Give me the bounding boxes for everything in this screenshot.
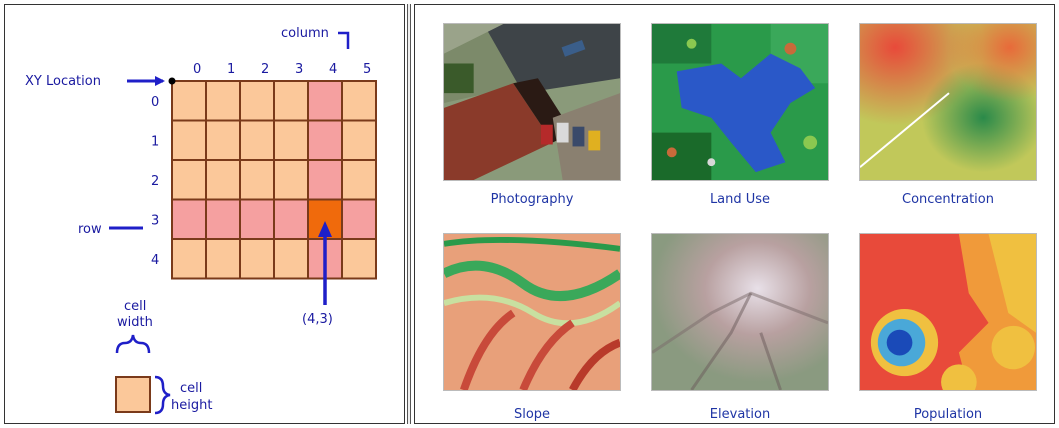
grid-cell [205, 80, 241, 122]
grid-cell [239, 198, 275, 240]
raster-grid-diagram-panel: column 0 1 2 3 4 5 XY Location 0 1 2 3 4 row (4,3… [4, 4, 405, 424]
grid-cell [239, 119, 275, 161]
cell-width-label-line1: cell [124, 299, 146, 314]
raster-examples-gallery: Photography Land Use [414, 4, 1055, 424]
cell-width-brace-icon [115, 334, 151, 354]
row-number: 3 [151, 213, 159, 228]
row-label: row [78, 222, 102, 237]
grid-cell [273, 159, 309, 201]
caption-elevation: Elevation [709, 407, 771, 422]
raster-grid [171, 80, 377, 280]
sample-cell [115, 376, 151, 413]
cell-width-label-line2: width [117, 315, 153, 330]
column-number: 2 [261, 62, 269, 77]
grid-cell [341, 119, 377, 161]
grid-cell [273, 119, 309, 161]
cell-height-label-line2: height [171, 398, 212, 413]
column-label: column [281, 26, 329, 41]
aerial-photo-thumbnail [443, 23, 621, 181]
caption-slope: Slope [513, 407, 551, 422]
grid-cell [171, 159, 207, 201]
coordinate-label: (4,3) [302, 312, 333, 327]
concentration-thumbnail [859, 23, 1037, 181]
grid-cell [239, 80, 275, 122]
row-number: 4 [151, 253, 159, 268]
row-numbers: 0 1 2 3 4 [151, 95, 159, 268]
grid-cell [171, 238, 207, 280]
grid-cell [205, 159, 241, 201]
cell-height-brace-icon [154, 375, 171, 415]
row-number: 0 [151, 95, 159, 110]
grid-cell [171, 198, 207, 240]
row-number: 2 [151, 174, 159, 189]
grid-cell [273, 198, 309, 240]
grid-cell [239, 238, 275, 280]
column-number: 4 [329, 62, 337, 77]
elevation-thumbnail [651, 233, 829, 391]
raster-grid-diagram: column 0 1 2 3 4 5 XY Location 0 1 2 3 4 row (4,3… [25, 26, 377, 415]
xy-location-label: XY Location [25, 74, 101, 89]
grid-cell [307, 80, 343, 122]
column-bracket-icon [338, 31, 350, 49]
grid-cell [171, 80, 207, 122]
caption-concentration: Concentration [902, 192, 994, 207]
column-number: 0 [193, 62, 201, 77]
grid-cell [205, 119, 241, 161]
column-number: 5 [363, 62, 371, 77]
grid-cell [341, 198, 377, 240]
origin-point-icon [168, 77, 176, 85]
grid-cell [205, 198, 241, 240]
column-number: 1 [227, 62, 235, 77]
caption-photography: Photography [490, 192, 574, 207]
grid-cell [239, 159, 275, 201]
column-numbers: 0 1 2 3 4 5 [193, 62, 371, 77]
grid-cell [341, 238, 377, 280]
grid-cell [307, 159, 343, 201]
land-use-thumbnail [651, 23, 829, 181]
grid-cell [273, 238, 309, 280]
caption-land-use: Land Use [709, 192, 771, 207]
grid-cell [307, 119, 343, 161]
grid-cell [205, 238, 241, 280]
grid-cell [341, 159, 377, 201]
grid-cell [273, 80, 309, 122]
grid-cell [341, 80, 377, 122]
slope-thumbnail [443, 233, 621, 391]
selected-cell-arrowhead-icon [318, 221, 332, 237]
grid-cell [171, 119, 207, 161]
caption-population: Population [913, 407, 983, 422]
row-number: 1 [151, 134, 159, 149]
column-number: 3 [295, 62, 303, 77]
panel-divider [407, 4, 411, 424]
cell-height-label-line1: cell [180, 381, 202, 396]
population-thumbnail [859, 233, 1037, 391]
